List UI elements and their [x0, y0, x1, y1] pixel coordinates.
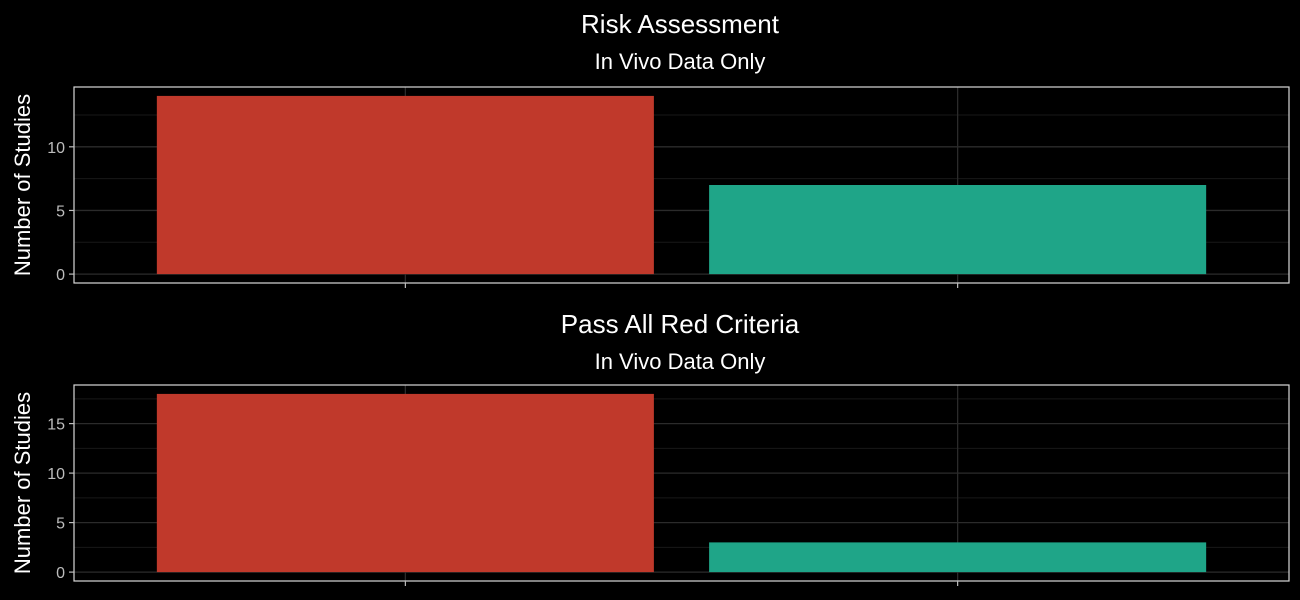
- chart-subtitle: In Vivo Data Only: [595, 49, 766, 74]
- chart-pass-all-red-criteria: Pass All Red Criteria In Vivo Data Only …: [10, 309, 1290, 586]
- bar: [709, 542, 1207, 573]
- panel-border: [73, 384, 1290, 582]
- y-tick-label: 5: [56, 516, 65, 533]
- y-tick-label: 10: [47, 140, 65, 157]
- panel-border: [73, 86, 1290, 284]
- y-tick-label: 5: [56, 203, 65, 220]
- y-tick-label: 0: [56, 267, 65, 284]
- chart-title: Risk Assessment: [581, 9, 780, 39]
- plot-panel: 0 5 10 15: [47, 384, 1290, 586]
- y-tick-label: 10: [47, 466, 65, 483]
- bar: [156, 95, 654, 275]
- bar: [156, 393, 654, 573]
- chart-risk-assessment: Risk Assessment In Vivo Data Only Number…: [10, 9, 1290, 288]
- plot-panel: 0 5 10: [47, 86, 1290, 288]
- chart-title: Pass All Red Criteria: [561, 309, 800, 339]
- bar: [709, 185, 1207, 275]
- y-axis-label: Number of Studies: [10, 94, 35, 276]
- y-axis-label: Number of Studies: [10, 392, 35, 574]
- chart-subtitle: In Vivo Data Only: [595, 349, 766, 374]
- y-tick-label: 15: [47, 417, 65, 434]
- y-tick-label: 0: [56, 565, 65, 582]
